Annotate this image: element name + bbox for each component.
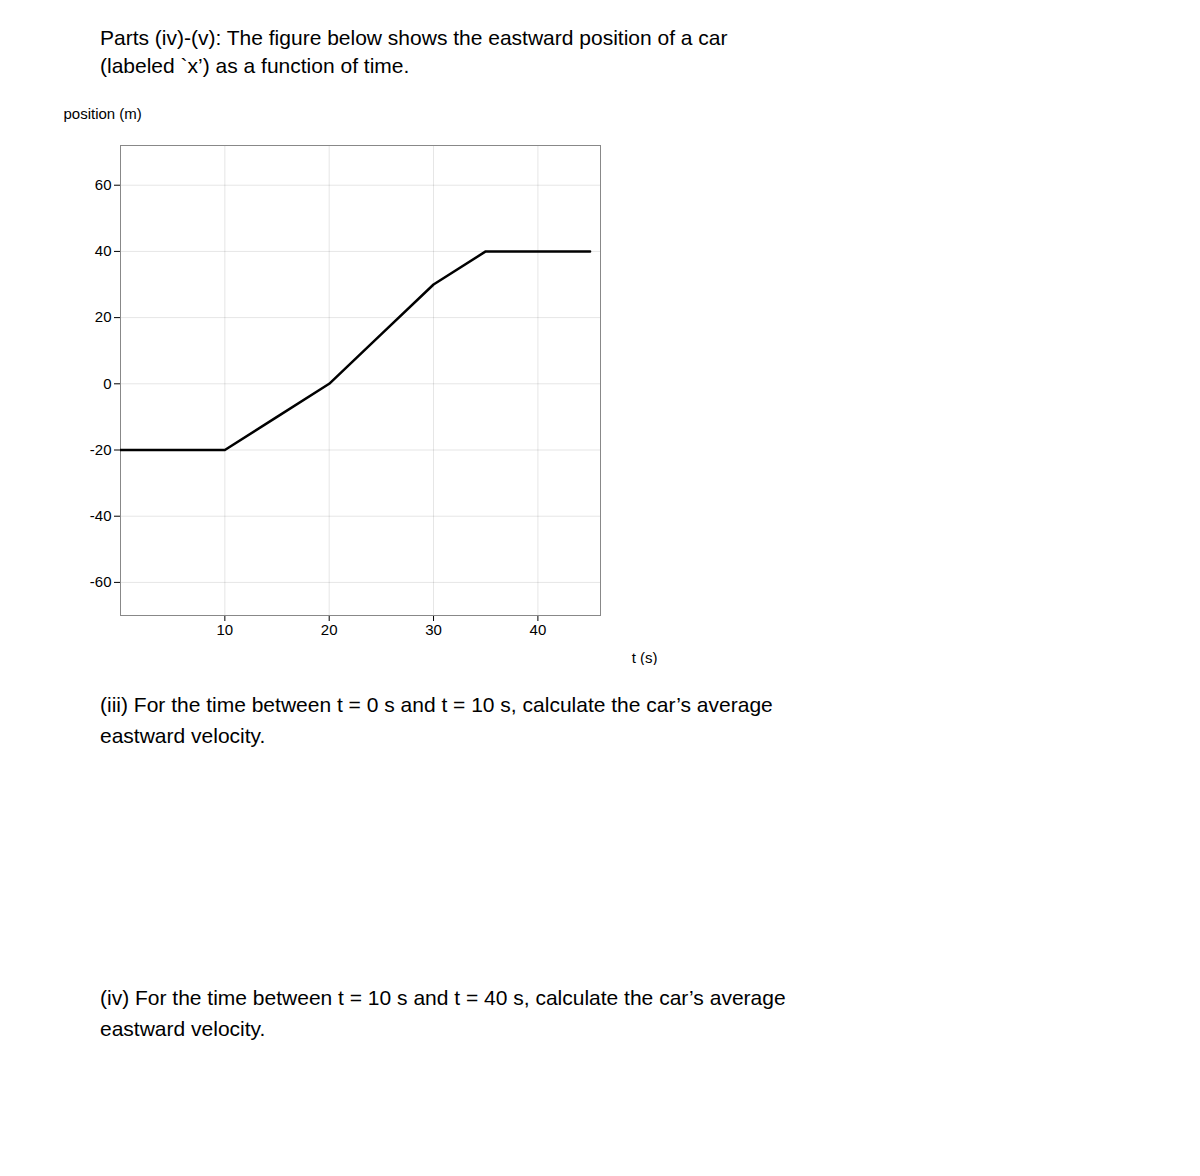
svg-text:-20: -20 (90, 440, 112, 457)
svg-text:10: 10 (217, 621, 234, 638)
svg-text:20: 20 (321, 621, 338, 638)
html-text:(labeled `x’) as a function of: (labeled `x’) as a function of time. (100, 54, 410, 78)
svg-text:-60: -60 (90, 573, 112, 590)
svg-text:30: 30 (425, 621, 442, 638)
html-text:(iii) For the time between t =: (iii) For the time between t = 0 s and t… (100, 692, 773, 748)
svg-text:20: 20 (95, 308, 112, 325)
html-text:(iv) For the time between t =: (iv) For the time between t = 10 s and t… (100, 985, 786, 1041)
html-text:Parts (iv)-(v): The figure bel: Parts (iv)-(v): The figure below shows t… (100, 26, 728, 49)
svg-text:0: 0 (103, 374, 111, 391)
svg-text:-40: -40 (90, 507, 112, 524)
svg-text:40: 40 (530, 621, 547, 638)
svg-text:position (m): position (m) (64, 105, 142, 122)
svg-text:60: 60 (95, 176, 112, 193)
svg-text:40: 40 (95, 242, 112, 259)
svg-text:t (s): t (s) (632, 648, 658, 665)
